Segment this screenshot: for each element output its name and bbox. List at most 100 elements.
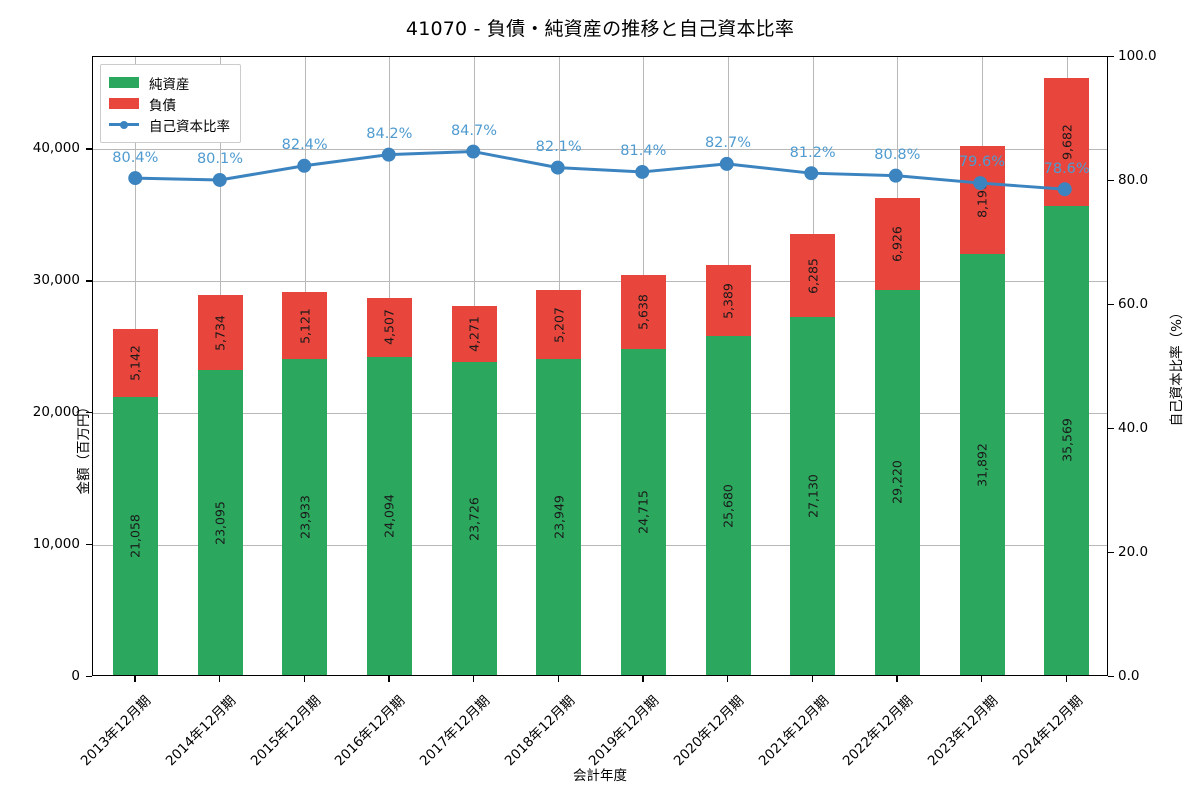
x-axis-tick-label: 2020年12月期 [670, 692, 748, 770]
bar-segment-equity[interactable]: 24,094 [366, 357, 412, 675]
bar-segment-equity[interactable]: 31,892 [959, 254, 1005, 675]
bar-column[interactable]: 23,933 5,121 [282, 55, 328, 675]
legend-line-swatch [109, 119, 139, 130]
bar-column[interactable]: 23,949 5,207 [536, 55, 582, 675]
y-axis-right-tick-label: 40.0 [1118, 420, 1149, 436]
bar-segment-liability[interactable]: 6,285 [790, 234, 836, 318]
x-axis-tick-label: 2017年12月期 [416, 692, 494, 770]
bar-value-label: 5,734 [212, 314, 228, 351]
bar-column[interactable]: 29,220 6,926 [874, 55, 920, 675]
bar-segment-equity[interactable]: 29,220 [874, 289, 920, 675]
bar-column[interactable]: 23,095 5,734 [197, 55, 243, 675]
ratio-value-label: 81.4% [620, 143, 667, 160]
legend-item[interactable]: 純資産 [109, 72, 230, 93]
bar-value-label: 24,715 [635, 490, 651, 534]
bar-segment-equity[interactable]: 21,058 [112, 397, 158, 675]
bar-value-label: 24,094 [381, 494, 397, 538]
y-axis-right-tick-mark [1108, 428, 1114, 430]
bar-value-label: 8,190 [974, 182, 990, 219]
bar-value-label: 23,933 [297, 495, 313, 540]
bar-column[interactable]: 31,892 8,190 [959, 55, 1005, 675]
gridline-horizontal [93, 281, 1107, 283]
bar-column[interactable]: 24,094 4,507 [366, 55, 412, 675]
y-axis-right-tick-label: 20.0 [1118, 544, 1149, 560]
bar-segment-liability[interactable]: 5,207 [536, 290, 582, 360]
chart-legend[interactable]: 純資産負債 自己資本比率 [100, 64, 241, 143]
x-axis-tick-label: 2016年12月期 [332, 692, 409, 770]
bar-value-label: 5,142 [127, 345, 143, 382]
x-axis-tick-label: 2024年12月期 [1009, 692, 1086, 770]
bar-segment-equity[interactable]: 35,569 [1044, 205, 1090, 675]
bar-segment-equity[interactable]: 23,726 [451, 362, 497, 675]
y-axis-right-tick-mark [1108, 552, 1114, 554]
x-axis-tick-mark [303, 676, 305, 682]
ratio-value-label: 84.7% [450, 122, 498, 139]
y-axis-right-tick-mark [1108, 676, 1114, 678]
bar-segment-liability[interactable]: 5,389 [705, 265, 751, 337]
x-axis-tick-mark [896, 676, 898, 682]
bar-column[interactable]: 35,569 9,682 [1044, 55, 1090, 675]
x-axis-tick-mark [557, 676, 559, 682]
y-axis-left-tick-label: 30,000 [32, 272, 80, 289]
bar-segment-equity[interactable]: 27,130 [790, 317, 836, 675]
bar-value-label: 6,285 [805, 257, 821, 294]
x-axis-tick-mark [1065, 676, 1067, 682]
bar-value-label: 35,569 [1059, 418, 1075, 463]
bar-segment-liability[interactable]: 9,682 [1044, 78, 1090, 206]
x-axis-tick-label: 2015年12月期 [247, 692, 324, 770]
x-axis-tick-label: 2013年12月期 [78, 692, 155, 770]
bar-segment-equity[interactable]: 23,949 [536, 359, 582, 675]
ratio-value-label: 82.1% [535, 138, 582, 155]
bar-segment-equity[interactable]: 23,933 [282, 359, 328, 675]
y-axis-left-tick-mark [86, 280, 92, 282]
bar-segment-liability[interactable]: 5,734 [197, 294, 243, 371]
x-axis-tick-mark [219, 676, 221, 682]
bar-column[interactable]: 21,058 5,142 [112, 55, 158, 675]
bar-segment-liability[interactable]: 5,142 [112, 329, 158, 398]
y-axis-right-tick-label: 100.0 [1118, 48, 1157, 64]
bar-column[interactable]: 27,130 6,285 [790, 55, 836, 675]
y-axis-left-title: 金額（百万円） [76, 400, 92, 495]
bar-segment-liability[interactable]: 5,638 [620, 274, 666, 349]
bar-value-label: 5,638 [635, 293, 651, 330]
x-axis-tick-mark [981, 676, 983, 682]
y-axis-left-tick-mark [86, 412, 92, 414]
bar-segment-liability[interactable]: 5,121 [282, 291, 328, 360]
legend-item[interactable]: 負債 [109, 93, 230, 114]
bar-value-label: 25,680 [720, 483, 736, 528]
gridline-horizontal [93, 149, 1107, 151]
y-axis-right-tick-mark [1108, 56, 1114, 58]
y-axis-left-tick-mark [86, 676, 92, 678]
chart-title: 41070 - 負債・純資産の推移と自己資本比率 [405, 18, 795, 40]
x-axis-tick-mark [811, 676, 813, 682]
legend-item[interactable]: 自己資本比率 [109, 114, 230, 135]
bar-segment-equity[interactable]: 25,680 [705, 336, 751, 675]
gridline-horizontal [93, 413, 1107, 415]
y-axis-right-tick-label: 60.0 [1118, 296, 1149, 312]
bar-value-label: 29,220 [889, 460, 905, 505]
y-axis-left-tick-mark [86, 544, 92, 546]
bar-segment-equity[interactable]: 23,095 [197, 370, 243, 675]
legend-label: 純資産 [149, 76, 190, 93]
bar-value-label: 5,121 [297, 307, 313, 344]
bar-column[interactable]: 25,680 5,389 [705, 55, 751, 675]
bar-column[interactable]: 24,715 5,638 [620, 55, 666, 675]
bar-segment-liability[interactable]: 4,507 [366, 297, 412, 358]
bar-segment-liability[interactable]: 6,926 [874, 198, 920, 290]
ratio-line-path [133, 150, 1067, 191]
x-axis-tick-mark [473, 676, 475, 682]
y-axis-right-tick-mark [1108, 180, 1114, 182]
bar-column[interactable]: 23,726 4,271 [451, 55, 497, 675]
x-axis-tick-label: 2023年12月期 [924, 692, 1002, 770]
x-axis-tick-label: 2021年12月期 [755, 692, 832, 770]
legend-label: 負債 [149, 97, 176, 114]
bar-value-label: 5,389 [720, 282, 736, 319]
x-axis-tick-label: 2014年12月期 [162, 692, 240, 770]
plot-area: 21,058 5,142 23,095 5,734 23,933 5,121 24,094 4… [92, 56, 1108, 676]
bar-segment-liability[interactable]: 4,271 [451, 305, 497, 363]
bar-value-label: 23,949 [551, 495, 567, 539]
bar-segment-equity[interactable]: 24,715 [620, 348, 666, 675]
bar-value-label: 6,926 [889, 225, 905, 262]
bar-value-label: 23,726 [466, 496, 482, 541]
